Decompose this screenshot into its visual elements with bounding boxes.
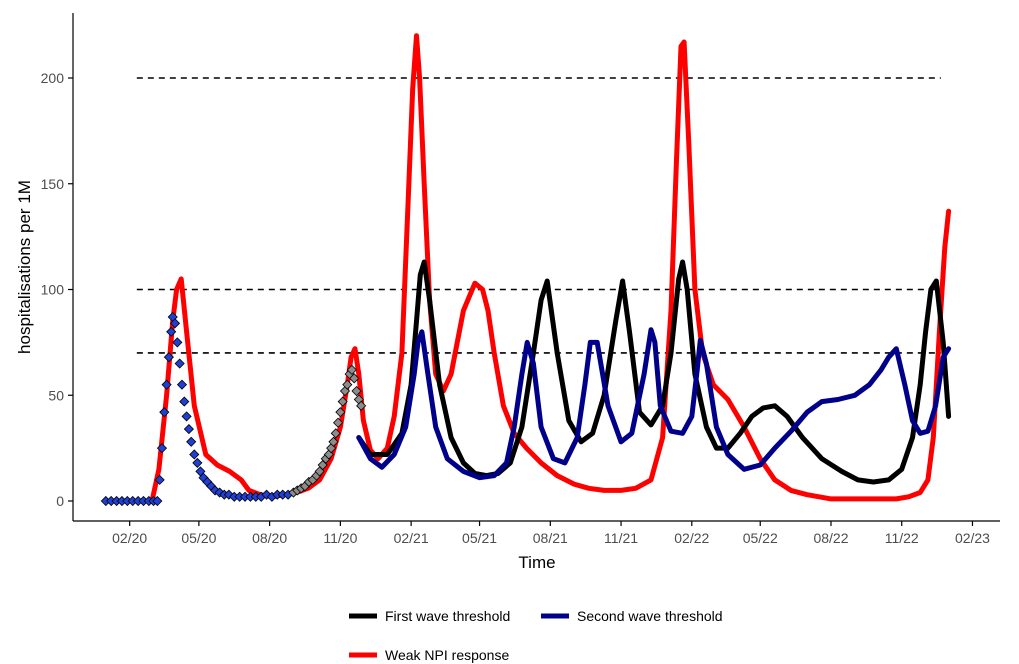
x-axis-title: Time	[518, 553, 555, 572]
x-tick-label-11-22: 11/22	[885, 530, 919, 546]
x-tick-label-11-21: 11/21	[604, 530, 638, 546]
x-tick-label-02-21: 02/21	[394, 530, 429, 546]
legend-label-second-wave: Second wave threshold	[577, 608, 723, 624]
data-point	[335, 407, 346, 418]
legend-item-first-wave: First wave threshold	[349, 608, 510, 624]
y-tick-label-200: 200	[41, 70, 65, 86]
legend-label-weak-npi: Weak NPI response	[385, 647, 509, 663]
x-tick-label-02-23: 02/23	[955, 530, 990, 546]
data-point	[154, 474, 165, 485]
x-tick-label-02-20: 02/20	[112, 530, 147, 546]
data-point	[342, 379, 353, 390]
data-point	[174, 358, 185, 369]
data-point	[192, 457, 203, 468]
y-tick-label-50: 50	[48, 387, 64, 403]
data-point	[326, 443, 337, 454]
data-point	[172, 337, 183, 348]
y-tick-label-150: 150	[41, 176, 65, 192]
legend-item-second-wave: Second wave threshold	[541, 608, 723, 624]
y-tick-label-100: 100	[41, 282, 65, 298]
x-tick-label-05-20: 05/20	[181, 530, 216, 546]
data-point	[214, 487, 225, 498]
data-point	[223, 489, 234, 500]
data-point	[152, 495, 163, 507]
legend-item-weak-npi: Weak NPI response	[349, 647, 509, 663]
plot-area	[100, 33, 952, 507]
data-point	[169, 318, 181, 329]
y-tick-label-0: 0	[56, 493, 64, 509]
observed-first-wave-points	[100, 311, 294, 507]
data-point	[349, 373, 360, 384]
data-point	[337, 396, 348, 407]
data-point	[186, 436, 197, 447]
data-point	[333, 417, 344, 428]
data-point	[176, 379, 188, 390]
data-point	[163, 352, 174, 363]
data-point	[161, 379, 172, 390]
data-point	[156, 443, 168, 454]
data-point	[323, 449, 334, 460]
data-point	[346, 364, 357, 375]
x-tick-label-08-22: 08/22	[813, 530, 848, 546]
series-line-second-wave-threshold	[356, 327, 952, 481]
x-tick-label-05-21: 05/21	[462, 530, 497, 546]
data-point	[328, 436, 339, 447]
legend-label-first-wave: First wave threshold	[385, 608, 510, 624]
data-point	[183, 424, 194, 435]
data-point	[351, 385, 362, 397]
data-point	[189, 449, 200, 460]
data-point	[356, 400, 367, 411]
x-tick-label-05-22: 05/22	[743, 530, 778, 546]
x-tick-label-02-22: 02/22	[674, 530, 709, 546]
data-point	[330, 428, 341, 439]
data-point	[179, 396, 190, 407]
legend: First wave threshold Second wave thresho…	[349, 608, 723, 663]
data-point	[166, 326, 177, 337]
series-line-weak-npi-response	[149, 33, 952, 504]
data-point	[159, 407, 170, 418]
x-tick-label-08-21: 08/21	[533, 530, 568, 546]
x-tick-label-08-20: 08/20	[252, 530, 287, 546]
y-axis-title: hospitalisations per 1M	[15, 180, 34, 354]
observed-second-wave-points	[288, 364, 367, 498]
series-line-first-wave-threshold	[356, 259, 952, 485]
axes: 0 50 100 150 200 02/20 05/20 08/20 11/20 02/21 05/…	[41, 13, 1000, 546]
data-point	[181, 411, 192, 422]
x-tick-label-11-20: 11/20	[323, 530, 357, 546]
